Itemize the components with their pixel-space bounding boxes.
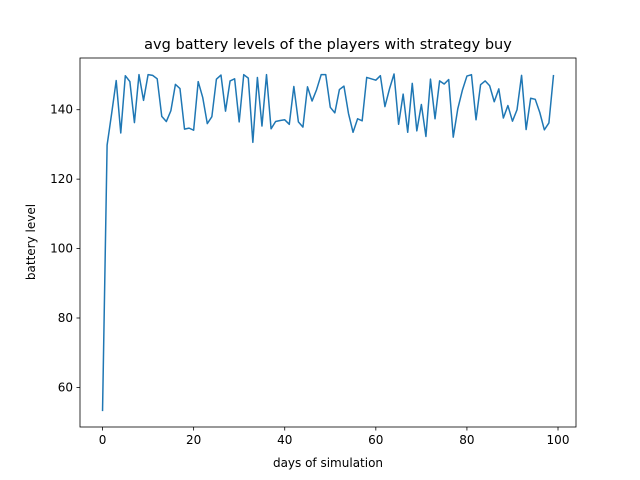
plot-area: 0 20 40 60 80 100 60 80 100 120 140 [50, 57, 577, 447]
chart-title: avg battery levels of the players with s… [144, 37, 512, 53]
x-tick-label: 80 [459, 433, 474, 447]
y-tick-label: 140 [50, 103, 73, 117]
x-tick-label: 60 [368, 433, 383, 447]
x-tick-label: 0 [99, 433, 107, 447]
y-tick-label: 60 [58, 380, 73, 394]
x-axis-label: days of simulation [273, 456, 383, 470]
y-tick-label: 120 [50, 172, 73, 186]
series-line-0 [101, 73, 555, 412]
x-tick-label: 20 [186, 433, 201, 447]
y-tick-label: 80 [58, 311, 73, 325]
y-tick-label: 100 [50, 242, 73, 256]
x-tick-label: 40 [277, 433, 292, 447]
axes-frame [79, 57, 577, 428]
y-axis-label: battery level [24, 204, 38, 280]
x-tick-label: 100 [547, 433, 570, 447]
